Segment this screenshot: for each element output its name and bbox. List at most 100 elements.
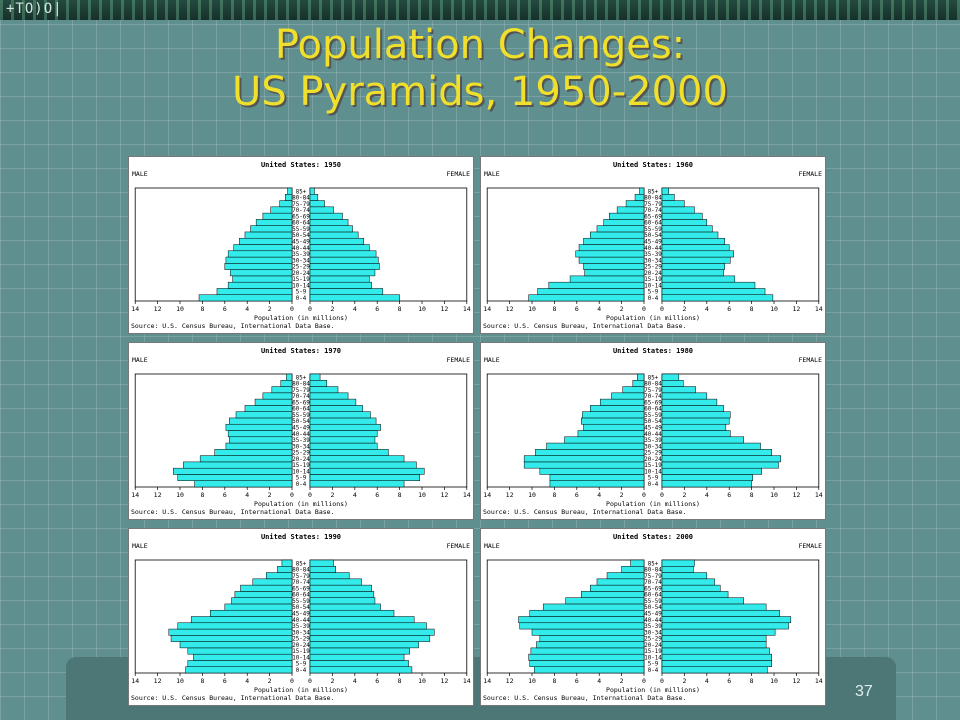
female-bar [661,616,792,624]
x-tick-label: 2 [268,677,272,685]
female-label: FEMALE [447,356,471,364]
age-label: 10-14 [644,469,662,475]
female-bar [309,467,425,475]
female-bar [309,616,415,624]
x-tick-label: 8 [552,677,556,685]
female-bar [309,666,413,674]
female-label: FEMALE [447,170,471,178]
age-label: 50-54 [644,605,662,611]
age-label: 65-69 [292,400,310,406]
x-tick-label: 14 [463,677,471,685]
female-bar [661,380,684,387]
female-bar [309,603,381,611]
male-bar [227,250,293,258]
age-label: 70-74 [292,394,310,400]
x-axis-label: Population (in millions) [254,314,348,322]
x-tick-label: 8 [552,305,556,313]
x-tick-label: 6 [375,491,379,499]
male-bar [519,622,645,630]
female-bar [661,417,730,425]
x-tick-label: 6 [575,677,579,685]
female-bar [309,660,409,667]
female-bar [661,597,745,605]
female-bar [309,653,405,661]
male-bar [589,584,645,592]
age-label: 20-24 [644,271,662,277]
age-label: 15-19 [644,649,662,655]
female-bar [309,269,376,277]
female-bar [661,578,715,586]
female-bar [309,609,395,617]
age-label: 30-34 [292,630,310,636]
age-label: 15-19 [644,463,662,469]
female-bar [309,572,350,580]
age-label: 60-64 [644,407,662,413]
male-bar [584,269,645,277]
age-label: 55-59 [292,413,310,419]
age-label: 40-44 [644,618,662,624]
age-label: 25-29 [292,265,310,271]
age-label: 25-29 [292,451,310,457]
female-bar [661,572,708,580]
x-tick-label: 10 [770,677,778,685]
age-label: 80-84 [644,382,662,388]
female-bar [661,455,781,463]
x-tick-label: 4 [245,491,249,499]
male-bar [603,219,645,226]
x-tick-label: 2 [330,305,334,313]
x-tick-label: 12 [440,491,448,499]
male-bar [578,244,645,252]
circuit-banner: +TO)O| [0,0,960,20]
male-bar [611,392,645,400]
female-bar [661,647,770,655]
age-label: 80-84 [644,196,662,202]
pyramid-svg: United States: 1950 MALE FEMALE 0-45-910-14… [131,161,471,330]
pyramid-svg: United States: 1980 MALE FEMALE 0-45-910-14… [483,347,823,516]
age-label: 35-39 [292,252,310,258]
age-label: 75-79 [644,202,662,208]
age-label: 25-29 [644,265,662,271]
male-bar [240,584,293,592]
x-tick-label: 2 [268,491,272,499]
female-bar [661,660,773,667]
male-bar [634,194,645,201]
male-bar [199,455,293,463]
male-bar [546,442,645,450]
male-bar [581,591,645,598]
female-bar [661,263,725,270]
pyramid-1950: United States: 1950 MALE FEMALE 0-4 5-9 10-14… [128,156,474,334]
age-label: 60-64 [292,407,310,413]
female-bar [661,231,719,239]
age-label: 75-79 [292,574,310,580]
male-bar [539,635,645,642]
x-tick-label: 10 [770,305,778,313]
female-bar [661,628,776,636]
male-label: MALE [484,542,500,550]
x-tick-label: 10 [770,491,778,499]
age-label: 30-34 [292,258,310,264]
age-label: 15-19 [292,649,310,655]
age-label: 25-29 [644,637,662,643]
male-bar [280,380,293,387]
x-tick-label: 12 [506,305,514,313]
age-label: 85+ [296,561,307,567]
female-bar [309,559,334,567]
male-bar [173,467,293,475]
x-tick-label: 2 [268,305,272,313]
age-label: 80-84 [292,568,310,574]
x-tick-label: 12 [154,491,162,499]
source-note: Source: U.S. Census Bureau, Internationa… [483,322,687,330]
female-bar [309,219,349,226]
age-label: 45-49 [292,426,310,432]
female-bar [661,392,708,400]
age-label: 45-49 [644,426,662,432]
source-note: Source: U.S. Census Bureau, Internationa… [483,508,687,516]
male-bar [225,423,293,431]
male-bar [230,269,293,277]
banner-text: +TO)O| [6,1,63,17]
female-bar [309,373,321,381]
age-label: 60-64 [292,221,310,227]
female-bar [661,405,724,412]
x-tick-label: 6 [375,305,379,313]
age-label: 65-69 [292,214,310,220]
